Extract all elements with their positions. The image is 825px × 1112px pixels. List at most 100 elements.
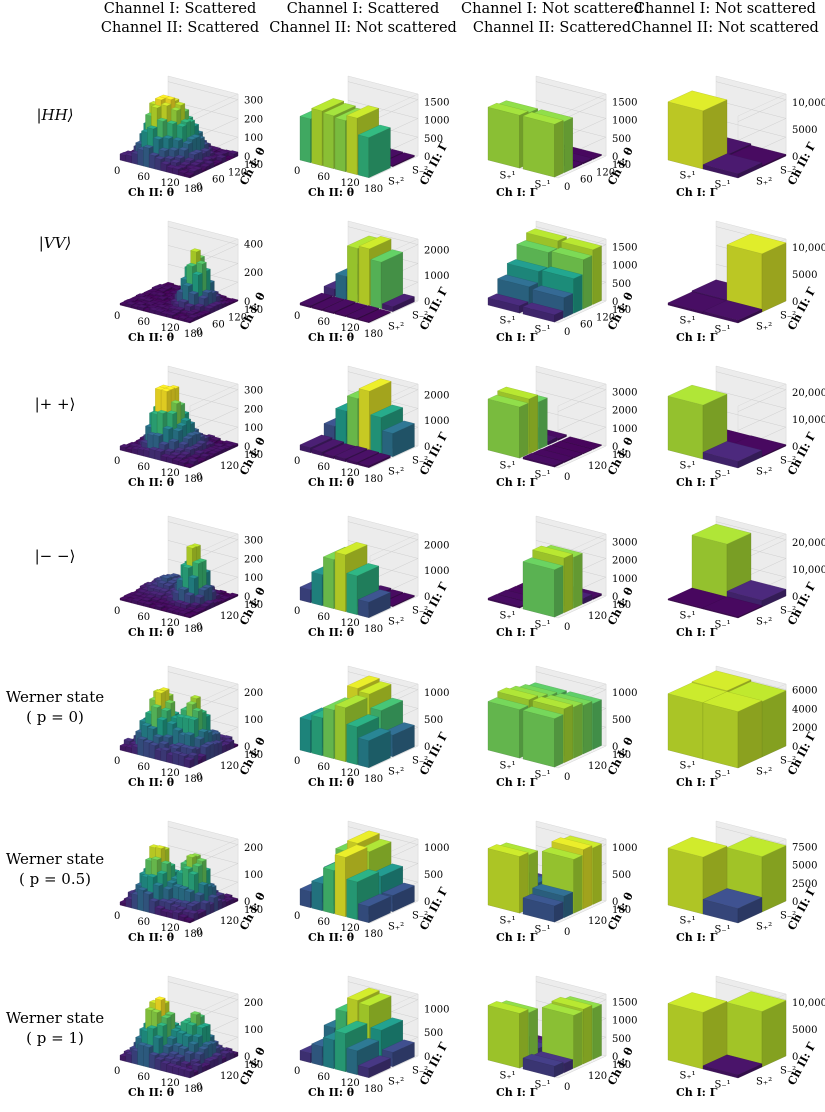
x-tick-label: 180 <box>364 1084 383 1095</box>
histogram-panel-6-2: 050010001500S₊¹S₋¹ 0120180Ch I: ΓCh I: θ <box>488 976 637 1099</box>
x-tick-label: 0 <box>294 311 300 322</box>
x-tick-label: 60 <box>137 612 150 623</box>
z-tick-label: 1000 <box>612 688 637 699</box>
histogram-bar <box>488 844 528 913</box>
x-axis-title: Ch II: θ <box>128 626 174 639</box>
histogram-panel-6-1: 05001000060120180S₊²S₋²Ch II: θCh II: Γ <box>294 976 451 1099</box>
y-tick-label: S₊² <box>388 767 404 778</box>
y-axis-title: Ch II: Γ <box>785 885 818 932</box>
y-axis-title: Ch I: θ <box>605 890 636 932</box>
x-axis-title: Ch I: Γ <box>676 476 718 489</box>
histogram-panel-5-2: 05001000S₊¹S₋¹ 0120180Ch I: ΓCh I: θ <box>488 821 637 944</box>
x-tick-label: 0 <box>114 911 120 922</box>
histogram-panel-5-0: 01002000601201800120180Ch II: θCh I: θ <box>114 821 268 944</box>
z-tick-label: 300 <box>244 386 263 397</box>
z-tick-label: 1000 <box>612 574 637 585</box>
histogram-bar <box>184 1068 194 1078</box>
z-tick-label: 100 <box>244 870 263 881</box>
y-axis-title: Ch II: Γ <box>417 430 450 477</box>
histogram-bar <box>727 234 786 312</box>
x-tick-label: S₊¹ <box>500 761 516 772</box>
x-axis-title: Ch II: θ <box>128 776 174 789</box>
y-axis-title: Ch II: Γ <box>785 1040 818 1087</box>
histogram-bar <box>727 991 786 1067</box>
histogram-panel-2-2: 0 1000 2000 3000 S₊¹ S₋¹ 0 120 180 Ch I: Γ Ch I: θ <box>488 366 637 489</box>
z-tick-label: 200 <box>244 404 263 415</box>
histogram-bar <box>523 112 563 177</box>
y-tick-label: 0 <box>196 1082 202 1093</box>
histogram-panel-0-0: 0100200300060120180060120180Ch II: θCh I… <box>114 76 268 199</box>
histogram-bar <box>703 692 762 768</box>
z-tick-label: 100 <box>244 1025 263 1036</box>
x-axis-title: Ch I: Γ <box>496 776 538 789</box>
y-tick-label: S₊² <box>756 177 772 188</box>
y-tick-label: S₊² <box>756 467 772 478</box>
y-axis-title: Ch II: Γ <box>417 140 450 187</box>
histogram-bar <box>488 103 528 168</box>
x-tick-label: S₊¹ <box>680 916 696 927</box>
z-tick-label: 1000 <box>424 116 449 127</box>
x-tick-label: 0 <box>294 606 300 617</box>
x-tick-label: 60 <box>317 462 330 473</box>
y-axis-title: Ch II: Γ <box>417 1040 450 1087</box>
y-tick-label: 0 <box>564 772 570 783</box>
x-axis-title: Ch II: θ <box>308 186 354 199</box>
histogram-bar <box>523 707 563 768</box>
y-tick-label: S₊² <box>756 767 772 778</box>
x-tick-label: 0 <box>114 456 120 467</box>
x-axis-title: Ch II: θ <box>128 476 174 489</box>
y-tick-label: 120 <box>220 611 239 622</box>
x-axis-title: Ch I: Γ <box>676 331 718 344</box>
y-axis-title: Ch I: θ <box>605 585 636 627</box>
z-tick-label: 300 <box>244 96 263 107</box>
histogram-bar <box>488 395 528 458</box>
z-tick-label: 2000 <box>612 406 637 417</box>
x-axis-title: Ch II: θ <box>128 186 174 199</box>
x-tick-label: 0 <box>294 1066 300 1077</box>
y-axis-title: Ch II: Γ <box>785 285 818 332</box>
x-tick-label: 0 <box>114 311 120 322</box>
y-tick-label: 120 <box>588 611 607 622</box>
x-tick-label: 180 <box>364 929 383 940</box>
y-tick-label: 0 <box>196 622 202 633</box>
y-tick-label: 0 <box>196 472 202 483</box>
x-tick-label: S₊¹ <box>500 316 516 327</box>
z-tick-label: 300 <box>244 536 263 547</box>
x-tick-label: S₊¹ <box>680 316 696 327</box>
x-tick-label: 0 <box>114 1066 120 1077</box>
y-tick-label: 120 <box>220 1071 239 1082</box>
y-axis-title: Ch I: θ <box>605 290 636 332</box>
z-tick-label: 100 <box>244 715 263 726</box>
x-tick-label: 0 <box>294 911 300 922</box>
z-tick-label: 1500 <box>612 997 637 1008</box>
z-tick-label: 1000 <box>424 688 449 699</box>
z-tick-label: 1500 <box>612 242 637 253</box>
z-tick-label: 100 <box>244 423 263 434</box>
x-axis-title: Ch I: Γ <box>496 476 538 489</box>
x-tick-label: 60 <box>137 917 150 928</box>
histogram-bar <box>668 91 727 169</box>
z-tick-label: 1000 <box>612 1016 637 1027</box>
x-axis-title: Ch II: θ <box>128 931 174 944</box>
y-tick-label: 120 <box>220 761 239 772</box>
y-axis-title: Ch I: θ <box>237 585 268 627</box>
z-tick-label: 1000 <box>612 261 637 272</box>
x-axis-title: Ch II: θ <box>308 626 354 639</box>
histogram-bar <box>358 125 390 178</box>
x-tick-label: 60 <box>137 317 150 328</box>
x-tick-label: S₊¹ <box>500 1071 516 1082</box>
x-axis-title: Ch I: Γ <box>676 931 718 944</box>
x-tick-label: S₊¹ <box>680 761 696 772</box>
x-tick-label: 60 <box>317 1072 330 1083</box>
histogram-panel-4-1: 0 500 1000 0 60 120 180 S₊² S₋² Ch II: θ Ch II: Γ <box>294 666 451 789</box>
z-tick-label: 10,000 <box>792 98 825 109</box>
y-tick-label: S₊² <box>388 617 404 628</box>
y-tick-label: 60 <box>580 175 593 186</box>
z-tick-label: 20,000 <box>792 388 825 399</box>
z-tick-label: 5000 <box>792 861 817 872</box>
histogram-panel-0-2: 050010001500S₊¹S₋¹ 060120180Ch I: ΓCh I: … <box>488 76 637 199</box>
y-tick-label: 120 <box>588 916 607 927</box>
z-tick-label: 2000 <box>424 245 449 256</box>
z-tick-label: 1000 <box>612 116 637 127</box>
x-tick-label: 60 <box>137 172 150 183</box>
